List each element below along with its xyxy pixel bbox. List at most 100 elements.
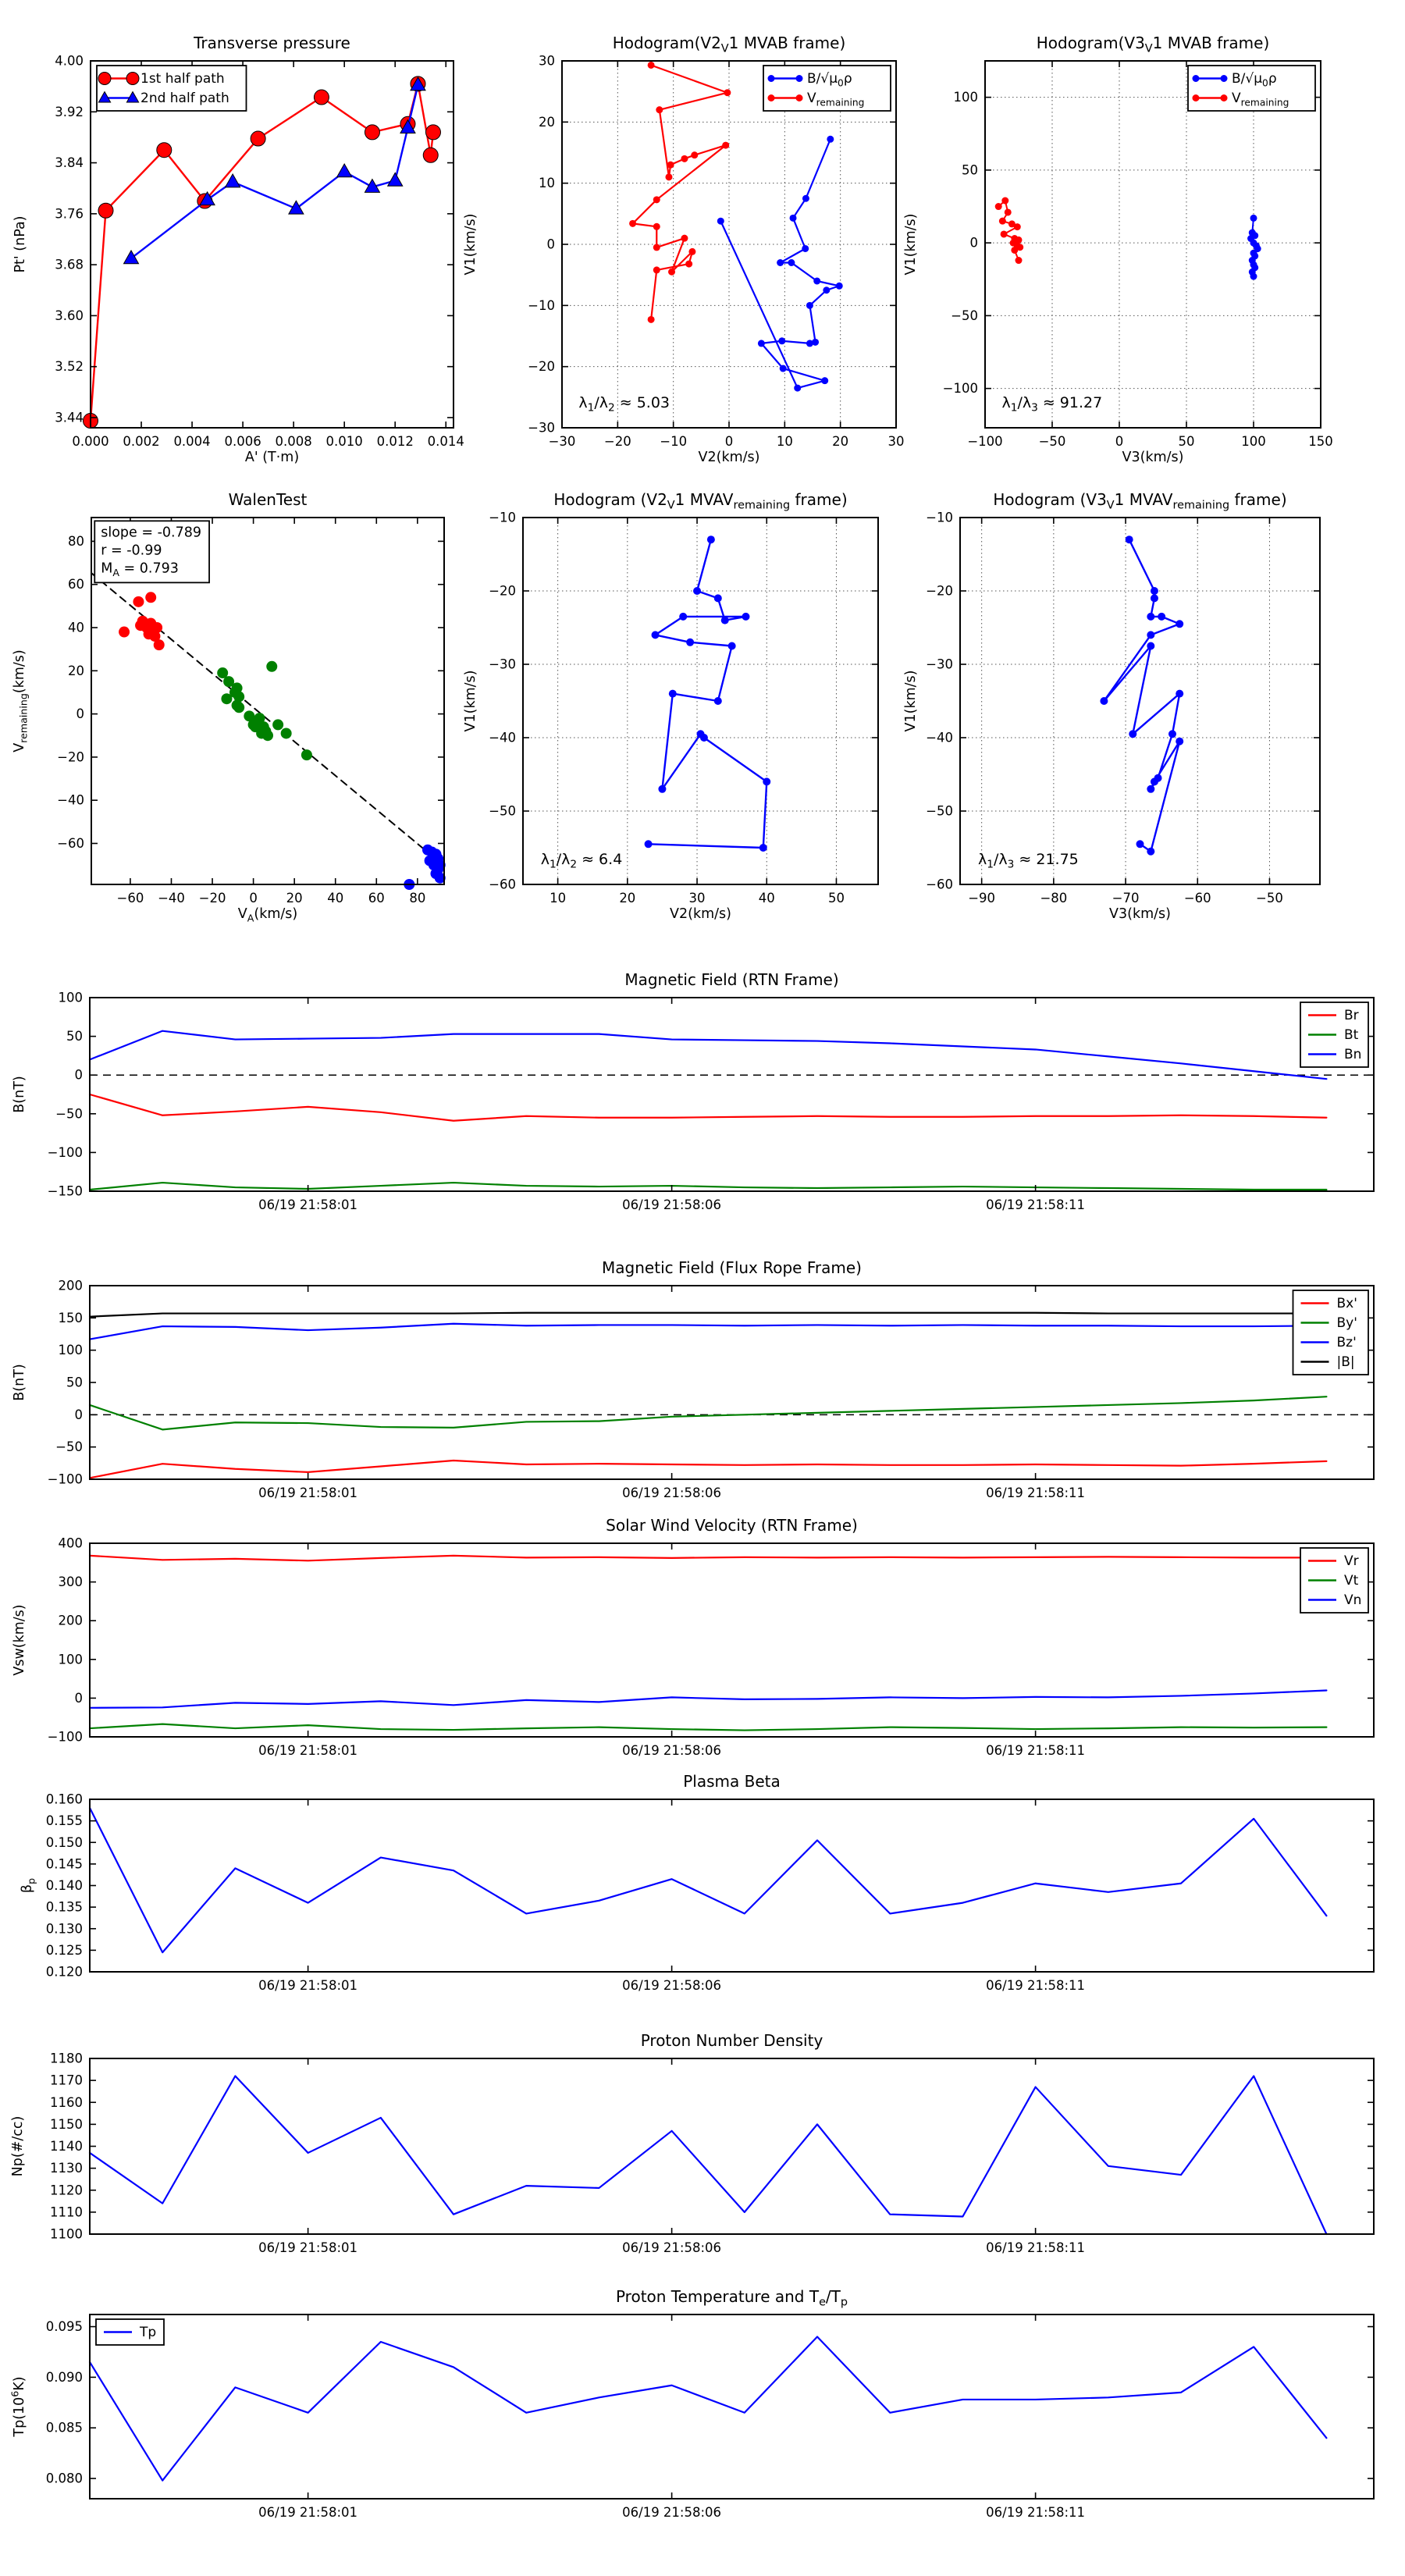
svg-text:0.145: 0.145 [46, 1856, 83, 1871]
svg-text:−60: −60 [1184, 891, 1211, 906]
svg-text:Tp: Tp [139, 2325, 156, 2340]
svg-text:06/19 21:58:06: 06/19 21:58:06 [622, 1743, 721, 1758]
svg-text:Plasma Beta: Plasma Beta [683, 1772, 781, 1791]
svg-text:|B|: |B| [1337, 1354, 1355, 1370]
svg-text:200: 200 [59, 1614, 84, 1628]
svg-text:Proton Temperature and Te/Tp: Proton Temperature and Te/Tp [616, 2287, 848, 2309]
svg-text:V1(km/s): V1(km/s) [463, 214, 478, 276]
svg-text:50: 50 [828, 891, 845, 906]
svg-text:−50: −50 [55, 1106, 83, 1121]
chart-magnetic-field-flux-rope: 06/19 21:58:01 06/19 21:58:06 06/19 21:58:… [12, 1258, 1375, 1500]
svg-text:Bx': Bx' [1337, 1296, 1357, 1311]
svg-text:150: 150 [59, 1311, 84, 1325]
chart-proton-number-density: 06/19 21:58:01 06/19 21:58:06 06/19 21:58:… [10, 2031, 1375, 2255]
svg-text:0.155: 0.155 [46, 1813, 83, 1828]
svg-text:0.090: 0.090 [46, 2370, 83, 2385]
chart-proton-temperature: 06/19 21:58:01 06/19 21:58:06 06/19 21:58:… [9, 2287, 1375, 2520]
svg-text:Hodogram(V3V1 MVAB frame): Hodogram(V3V1 MVAB frame) [1037, 34, 1270, 55]
svg-text:Vn: Vn [1344, 1592, 1361, 1608]
svg-text:0: 0 [725, 434, 734, 449]
svg-text:−30: −30 [528, 421, 555, 436]
svg-text:−50: −50 [1256, 891, 1283, 906]
svg-text:0.000: 0.000 [72, 434, 108, 449]
svg-text:10: 10 [539, 176, 555, 190]
svg-text:−60: −60 [117, 891, 144, 906]
svg-text:−10: −10 [528, 298, 555, 313]
svg-text:−40: −40 [489, 731, 516, 745]
svg-text:λ1/λ2 ≈ 6.4: λ1/λ2 ≈ 6.4 [541, 851, 623, 871]
svg-text:1150: 1150 [50, 2117, 83, 2132]
svg-text:Vremaining(km/s): Vremaining(km/s) [12, 649, 30, 752]
svg-text:−50: −50 [951, 308, 978, 323]
svg-text:06/19 21:58:11: 06/19 21:58:11 [986, 1485, 1085, 1500]
svg-text:0.135: 0.135 [46, 1900, 83, 1915]
svg-text:200: 200 [59, 1279, 84, 1293]
svg-text:20: 20 [286, 891, 303, 906]
svg-text:0.004: 0.004 [173, 434, 210, 449]
svg-text:0.010: 0.010 [326, 434, 363, 449]
svg-text:Bt: Bt [1344, 1027, 1359, 1043]
svg-text:0.008: 0.008 [276, 434, 312, 449]
svg-text:30: 30 [539, 54, 555, 69]
svg-text:0: 0 [76, 706, 85, 721]
svg-text:06/19 21:58:11: 06/19 21:58:11 [986, 1197, 1085, 1212]
svg-text:−100: −100 [967, 434, 1002, 449]
svg-text:−100: −100 [48, 1730, 83, 1745]
svg-text:150: 150 [1308, 434, 1333, 449]
svg-text:60: 60 [368, 891, 385, 906]
svg-text:3.60: 3.60 [55, 308, 84, 323]
svg-text:3.52: 3.52 [55, 359, 84, 374]
svg-text:Vremaining: Vremaining [1232, 91, 1289, 109]
svg-text:Proton Number Density: Proton Number Density [641, 2031, 823, 2050]
svg-text:−40: −40 [57, 793, 84, 808]
svg-text:V2(km/s): V2(km/s) [699, 450, 760, 465]
svg-text:50: 50 [66, 1029, 83, 1044]
svg-text:0: 0 [75, 1068, 84, 1083]
svg-text:B(nT): B(nT) [12, 1364, 27, 1400]
svg-text:06/19 21:58:01: 06/19 21:58:01 [258, 1485, 357, 1500]
svg-text:0.085: 0.085 [46, 2421, 83, 2435]
svg-text:3.84: 3.84 [55, 155, 84, 170]
svg-text:50: 50 [66, 1375, 83, 1390]
svg-text:−60: −60 [926, 877, 953, 892]
svg-text:−20: −20 [528, 359, 555, 374]
svg-text:−20: −20 [926, 584, 953, 599]
chart-hodogram-v3v1-mvab: −100 −50 0 50 100 150 −100 −50 0 50 100 Hodogram(V3… [903, 34, 1333, 465]
svg-text:4.00: 4.00 [55, 54, 84, 69]
svg-text:−40: −40 [158, 891, 185, 906]
chart-hodogram-v2v1-mvav: 10 20 30 40 50 −60 −50 −40 −30 −20 −10 Hodogram (V2… [463, 490, 879, 922]
svg-text:20: 20 [539, 115, 555, 130]
svg-text:slope = -0.789: slope = -0.789 [101, 525, 201, 540]
svg-text:Tp(106K): Tp(106K) [9, 2376, 28, 2437]
svg-text:λ1/λ3 ≈ 91.27: λ1/λ3 ≈ 91.27 [1002, 394, 1103, 415]
svg-text:0.080: 0.080 [46, 2471, 83, 2486]
chart-transverse-pressure: 0.000 0.002 0.004 0.006 0.008 0.010 0.012 0.014… [12, 34, 464, 465]
svg-text:100: 100 [1241, 434, 1266, 449]
svg-text:−80: −80 [1040, 891, 1067, 906]
svg-text:V3(km/s): V3(km/s) [1109, 906, 1171, 922]
svg-text:06/19 21:58:06: 06/19 21:58:06 [622, 2505, 721, 2520]
svg-text:−60: −60 [57, 836, 84, 851]
svg-text:06/19 21:58:11: 06/19 21:58:11 [986, 2505, 1085, 2520]
svg-text:0.014: 0.014 [428, 434, 464, 449]
svg-text:06/19 21:58:01: 06/19 21:58:01 [258, 2505, 357, 2520]
svg-text:100: 100 [954, 90, 979, 105]
svg-text:λ1/λ3 ≈ 21.75: λ1/λ3 ≈ 21.75 [978, 851, 1079, 871]
svg-text:0.002: 0.002 [123, 434, 159, 449]
svg-text:80: 80 [68, 534, 84, 549]
svg-text:−10: −10 [660, 434, 687, 449]
svg-text:0.125: 0.125 [46, 1943, 83, 1958]
svg-text:r = -0.99: r = -0.99 [101, 543, 162, 558]
svg-text:0: 0 [75, 1407, 84, 1422]
svg-text:1130: 1130 [50, 2161, 83, 2176]
svg-text:50: 50 [1179, 434, 1195, 449]
svg-text:WalenTest: WalenTest [229, 490, 308, 509]
svg-text:V1(km/s): V1(km/s) [463, 671, 478, 732]
svg-text:100: 100 [59, 1343, 84, 1357]
svg-text:80: 80 [409, 891, 425, 906]
svg-text:0.140: 0.140 [46, 1878, 83, 1893]
svg-text:06/19 21:58:06: 06/19 21:58:06 [622, 2240, 721, 2255]
svg-text:0: 0 [249, 891, 258, 906]
svg-text:MA = 0.793: MA = 0.793 [101, 560, 179, 578]
svg-text:1st half path: 1st half path [140, 71, 225, 87]
